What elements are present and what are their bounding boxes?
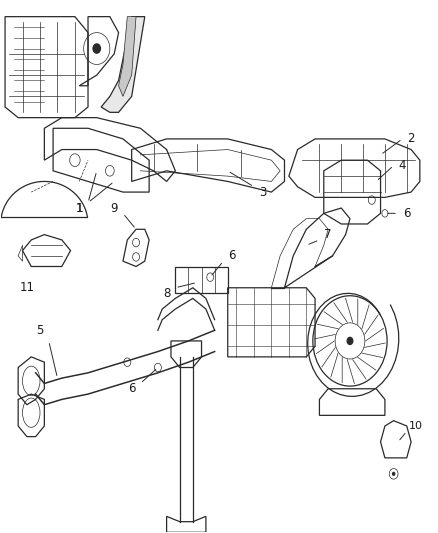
Polygon shape <box>119 17 136 96</box>
Text: 5: 5 <box>36 324 44 337</box>
Text: 1: 1 <box>75 201 83 214</box>
Text: 11: 11 <box>19 281 35 294</box>
Text: 9: 9 <box>110 201 118 214</box>
Circle shape <box>346 337 353 345</box>
Text: 2: 2 <box>407 132 415 146</box>
Polygon shape <box>101 17 145 112</box>
Text: 4: 4 <box>399 159 406 172</box>
Circle shape <box>92 43 101 54</box>
Text: 10: 10 <box>409 421 423 431</box>
Circle shape <box>392 472 396 476</box>
Text: 6: 6 <box>128 382 135 395</box>
Text: 3: 3 <box>259 185 266 199</box>
Text: 6: 6 <box>228 249 236 262</box>
Text: 1: 1 <box>75 201 83 214</box>
Text: 8: 8 <box>163 287 170 300</box>
Text: 6: 6 <box>403 207 410 220</box>
Text: 7: 7 <box>325 228 332 241</box>
